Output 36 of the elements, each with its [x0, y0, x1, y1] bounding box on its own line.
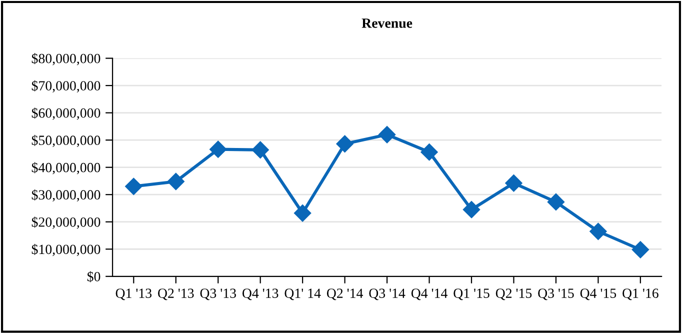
x-tick-label: Q3 '14 — [369, 288, 406, 300]
x-tick-label: Q1' 14 — [284, 288, 321, 300]
point — [336, 135, 354, 152]
x-tick-label: Q2 '14 — [326, 288, 364, 300]
y-tick-label: $80,000,000 — [32, 53, 100, 66]
y-tick-label: $50,000,000 — [32, 134, 100, 148]
chart-title: Revenue — [362, 18, 412, 28]
point — [632, 241, 649, 258]
point — [547, 193, 565, 211]
point — [252, 141, 269, 158]
point — [294, 204, 312, 222]
y-tick-label: $20,000,000 — [32, 216, 100, 229]
y-tick-label: $60,000,000 — [32, 108, 100, 120]
y-tick-label: $40,000,000 — [32, 162, 100, 174]
point — [590, 222, 607, 240]
point — [125, 178, 142, 195]
x-tick-label: Q4 '14 — [411, 288, 448, 300]
point — [210, 140, 227, 158]
x-tick-label: Q4 '13 — [242, 288, 278, 300]
y-tick-label: $30,000,000 — [32, 189, 100, 202]
x-tick-label: Q2 '15 — [496, 288, 532, 300]
x-tick-label: Q4 '15 — [580, 288, 616, 300]
x-tick-label: Q1 '15 — [454, 288, 490, 300]
point — [420, 144, 438, 161]
y-tick-label: $70,000,000 — [32, 80, 100, 92]
y-tick-label: $10,000,000 — [32, 244, 100, 256]
y-tick-label: $0 — [87, 271, 100, 282]
point — [462, 201, 480, 218]
x-tick-label: Q1 '13 — [116, 288, 152, 300]
x-tick-label: Q3 '15 — [538, 288, 574, 300]
point — [167, 172, 184, 190]
x-tick-label: Q3 '13 — [200, 288, 236, 300]
x-tick-label: Q1 '16 — [622, 288, 658, 300]
point — [378, 126, 396, 144]
x-tick-label: Q2 '13 — [158, 288, 194, 300]
point — [505, 174, 522, 192]
